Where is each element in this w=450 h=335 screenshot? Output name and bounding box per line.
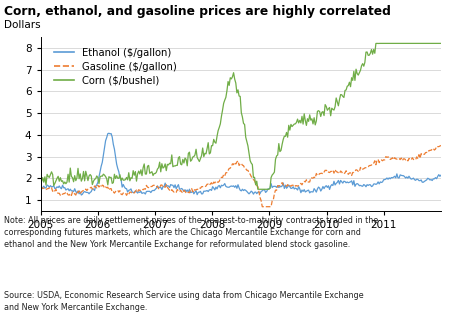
Ethanol ($/gallon) [79, 193, 84, 197]
Line: Gasoline ($/gallon): Gasoline ($/gallon) [40, 145, 441, 207]
Text: Source: USDA, Economic Research Service using data from Chicago Mercantile Excha: Source: USDA, Economic Research Service … [4, 291, 364, 312]
Gasoline ($/gallon) [260, 205, 265, 209]
Gasoline ($/gallon) [40, 186, 45, 190]
Line: Corn ($/bushel): Corn ($/bushel) [40, 44, 441, 189]
Corn ($/bushel) [255, 187, 261, 191]
Gasoline ($/gallon) [91, 187, 96, 191]
Text: Corn, ethanol, and gasoline prices are highly correlated: Corn, ethanol, and gasoline prices are h… [4, 5, 392, 18]
Corn ($/bushel) [53, 179, 58, 183]
Corn ($/bushel) [43, 183, 49, 187]
Corn ($/bushel) [140, 174, 145, 178]
Corn ($/bushel) [320, 110, 326, 114]
Corn ($/bushel) [91, 179, 96, 183]
Text: Note: All prices are daily settlement prices of the nearest-to-maturity contract: Note: All prices are daily settlement pr… [4, 216, 379, 249]
Line: Ethanol ($/gallon): Ethanol ($/gallon) [40, 133, 441, 195]
Ethanol ($/gallon) [92, 189, 97, 193]
Ethanol ($/gallon) [321, 187, 327, 191]
Gasoline ($/gallon) [38, 186, 43, 190]
Gasoline ($/gallon) [140, 187, 145, 191]
Corn ($/bushel) [374, 42, 380, 46]
Gasoline ($/gallon) [438, 143, 444, 147]
Text: Dollars: Dollars [4, 20, 41, 30]
Ethanol ($/gallon) [43, 186, 49, 190]
Gasoline ($/gallon) [53, 187, 58, 191]
Ethanol ($/gallon) [438, 173, 444, 177]
Corn ($/bushel) [38, 179, 43, 183]
Ethanol ($/gallon) [141, 191, 147, 195]
Ethanol ($/gallon) [40, 186, 45, 190]
Ethanol ($/gallon) [106, 131, 112, 135]
Corn ($/bushel) [40, 176, 45, 180]
Gasoline ($/gallon) [320, 172, 326, 176]
Gasoline ($/gallon) [43, 188, 49, 192]
Corn ($/bushel) [438, 42, 444, 46]
Ethanol ($/gallon) [53, 186, 58, 190]
Legend: Ethanol ($/gallon), Gasoline ($/gallon), Corn ($/bushel): Ethanol ($/gallon), Gasoline ($/gallon),… [50, 44, 180, 89]
Ethanol ($/gallon) [38, 187, 43, 191]
